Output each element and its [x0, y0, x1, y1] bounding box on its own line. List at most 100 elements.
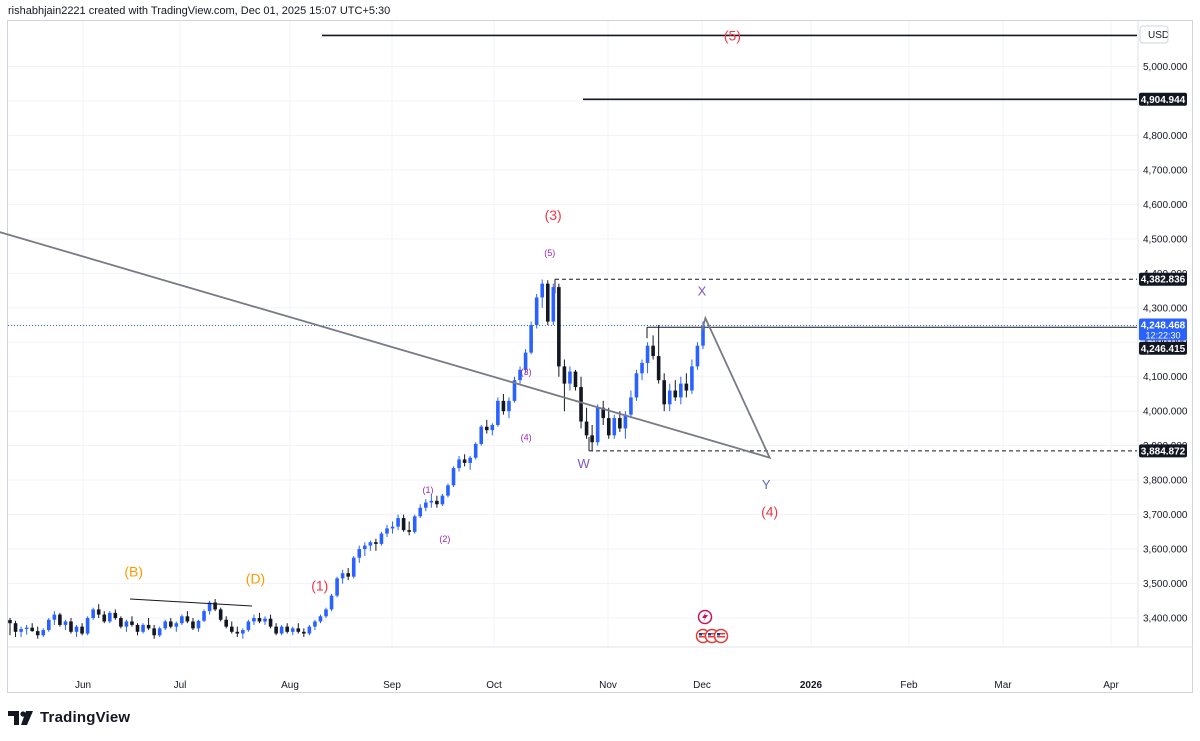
candle-body[interactable] [252, 618, 256, 622]
candle-body[interactable] [96, 609, 101, 615]
candle-body[interactable] [462, 459, 467, 463]
candle-body[interactable] [385, 528, 389, 534]
candle-body[interactable] [80, 626, 84, 634]
wave-label[interactable]: (2) [439, 534, 450, 544]
wave-label[interactable]: (4) [521, 432, 532, 442]
candle-body[interactable] [340, 573, 345, 579]
wave-label[interactable]: (3) [521, 367, 532, 377]
candle-body[interactable] [152, 628, 156, 636]
candle-body[interactable] [407, 530, 411, 532]
wave-label[interactable]: (D) [246, 571, 265, 587]
candle-body[interactable] [85, 618, 90, 634]
candle-body[interactable] [701, 325, 705, 346]
candle-body[interactable] [551, 287, 556, 322]
candle-body[interactable] [562, 366, 567, 384]
candle-body[interactable] [484, 426, 489, 431]
candle-body[interactable] [695, 345, 700, 367]
candle-body[interactable] [396, 518, 400, 527]
candle-body[interactable] [490, 424, 495, 431]
candle-body[interactable] [290, 628, 295, 632]
candle-body[interactable] [63, 621, 68, 625]
candle-body[interactable] [163, 621, 168, 629]
wave-label[interactable]: (1) [311, 577, 328, 593]
candle-body[interactable] [113, 612, 118, 619]
candle-body[interactable] [623, 414, 628, 429]
candle-body[interactable] [224, 619, 229, 627]
candle-body[interactable] [645, 345, 650, 363]
candle-body[interactable] [612, 418, 617, 436]
tradingview-logo[interactable]: TradingView [8, 709, 130, 726]
candle-body[interactable] [401, 518, 406, 531]
candle-body[interactable] [246, 621, 251, 631]
candle-body[interactable] [102, 614, 107, 622]
candle-body[interactable] [218, 609, 223, 620]
wave-b-d-trendline[interactable] [129, 598, 253, 607]
candle-body[interactable] [47, 619, 51, 631]
candle-body[interactable] [174, 623, 179, 627]
candle-body[interactable] [457, 459, 461, 469]
candle-body[interactable] [629, 397, 633, 415]
candle-body[interactable] [213, 602, 217, 610]
candle-body[interactable] [180, 616, 184, 624]
candle-body[interactable] [24, 627, 29, 630]
candle-body[interactable] [296, 628, 301, 632]
candle-body[interactable] [302, 631, 306, 634]
candle-body[interactable] [41, 630, 46, 636]
candle-body[interactable] [590, 435, 594, 443]
candle-body[interactable] [8, 620, 12, 624]
candle-body[interactable] [634, 373, 639, 398]
candle-body[interactable] [157, 628, 162, 636]
candle-body[interactable] [357, 549, 362, 558]
candle-body[interactable] [651, 345, 655, 357]
candle-body[interactable] [263, 618, 267, 622]
currency-box[interactable] [1139, 25, 1169, 44]
candle-body[interactable] [30, 627, 34, 632]
candle-body[interactable] [534, 297, 539, 326]
candle-body[interactable] [185, 616, 190, 622]
candle-body[interactable] [640, 362, 644, 374]
candle-body[interactable] [196, 620, 201, 629]
candle-body[interactable] [135, 624, 140, 632]
candle-body[interactable] [91, 609, 95, 619]
candle-body[interactable] [268, 618, 273, 627]
candle-body[interactable] [545, 283, 550, 322]
candle-body[interactable] [424, 502, 428, 508]
candle-body[interactable] [662, 380, 666, 405]
candle-body[interactable] [58, 614, 62, 625]
candle-body[interactable] [429, 500, 434, 503]
candle-body[interactable] [418, 507, 423, 517]
candle-body[interactable] [35, 631, 40, 636]
candle-body[interactable] [335, 578, 339, 596]
candle-body[interactable] [191, 621, 195, 629]
candle-body[interactable] [595, 407, 600, 443]
candle-body[interactable] [451, 468, 456, 486]
candle-body[interactable] [529, 325, 533, 353]
candle-body[interactable] [568, 371, 572, 384]
candle-body[interactable] [119, 618, 123, 627]
candle-body[interactable] [579, 387, 583, 422]
candle-body[interactable] [446, 485, 450, 496]
candle-body[interactable] [601, 407, 606, 419]
candle-body[interactable] [557, 287, 561, 367]
candle-body[interactable] [346, 573, 350, 577]
candle-body[interactable] [74, 626, 79, 632]
candle-body[interactable] [329, 595, 334, 610]
events-icons[interactable] [695, 609, 729, 644]
wave-label[interactable]: Y [762, 477, 771, 492]
candle-body[interactable] [207, 602, 212, 612]
candle-body[interactable] [540, 283, 545, 298]
candle-body[interactable] [518, 369, 522, 381]
candle-body[interactable] [107, 612, 112, 622]
candle-body[interactable] [69, 621, 73, 632]
candle-body[interactable] [146, 624, 151, 629]
candle-body[interactable] [435, 500, 439, 505]
wave-label[interactable]: (4) [761, 503, 778, 519]
candle-body[interactable] [523, 352, 528, 370]
candle-body[interactable] [141, 624, 145, 632]
candle-body[interactable] [684, 383, 689, 391]
candle-body[interactable] [274, 626, 278, 634]
candle-body[interactable] [673, 390, 678, 398]
candle-body[interactable] [351, 557, 356, 577]
candle-body[interactable] [496, 400, 500, 425]
